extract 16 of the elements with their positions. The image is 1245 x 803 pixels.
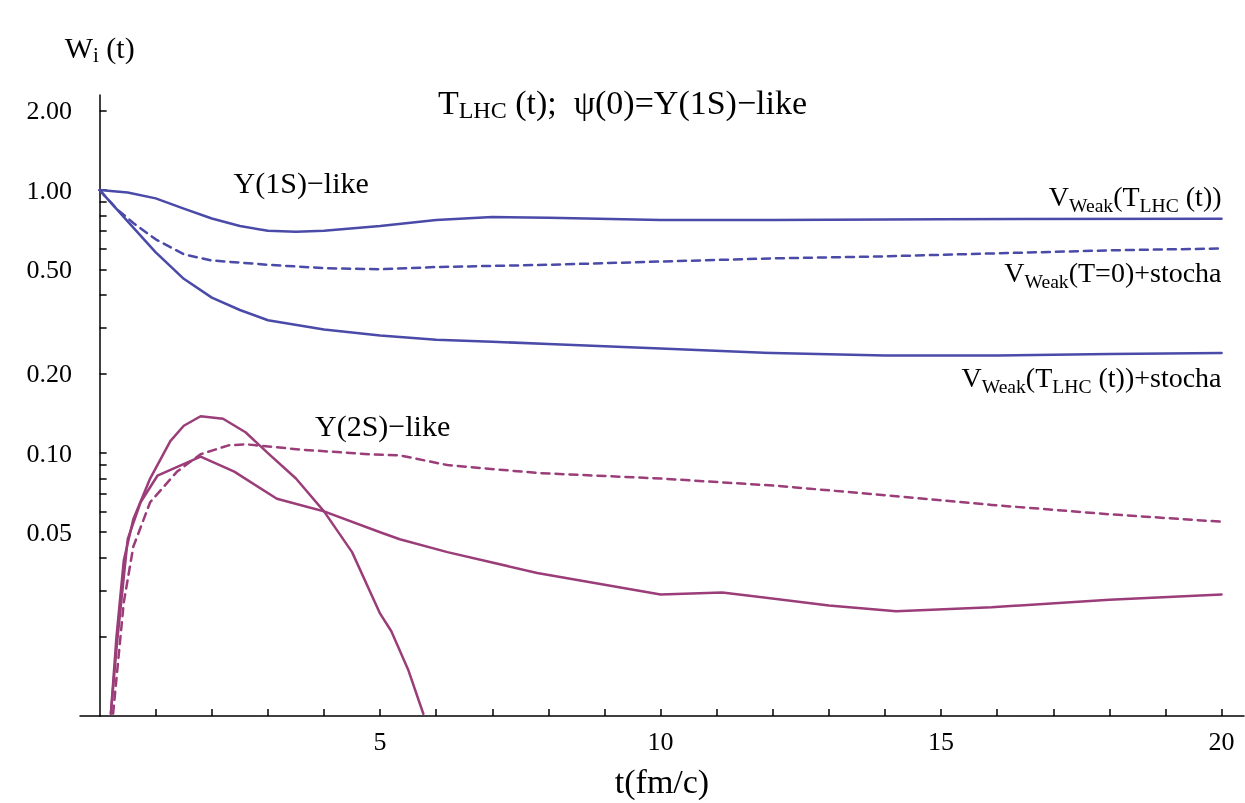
annotation: Υ(1S)−like <box>233 165 369 200</box>
y-tick-label: 0.10 <box>26 438 72 468</box>
x-tick-label: 20 <box>1208 726 1235 756</box>
series-label: V$_{Weak}$(T$_{LHC}$ (t))+stocha <box>961 362 1222 397</box>
y-tick-label: 0.50 <box>26 254 72 284</box>
x-tick-label: 5 <box>373 726 387 756</box>
x-axis-title: t(fm/c) <box>614 762 710 801</box>
annotation: Υ(2S)−like <box>315 409 451 444</box>
x-tick-label: 15 <box>928 726 955 756</box>
x-tick-label: 10 <box>647 726 674 756</box>
y-tick-label: 2.00 <box>26 96 72 126</box>
series-label: V$_{Weak}$(T=0)+stocha <box>1004 257 1222 293</box>
y-tick-label: 1.00 <box>26 175 72 205</box>
y-tick-label: 0.05 <box>26 517 72 547</box>
y-tick-label: 0.20 <box>26 359 72 389</box>
series-label: V$_{Weak}$(T$_{LHC}$ (t)) <box>1048 180 1222 216</box>
